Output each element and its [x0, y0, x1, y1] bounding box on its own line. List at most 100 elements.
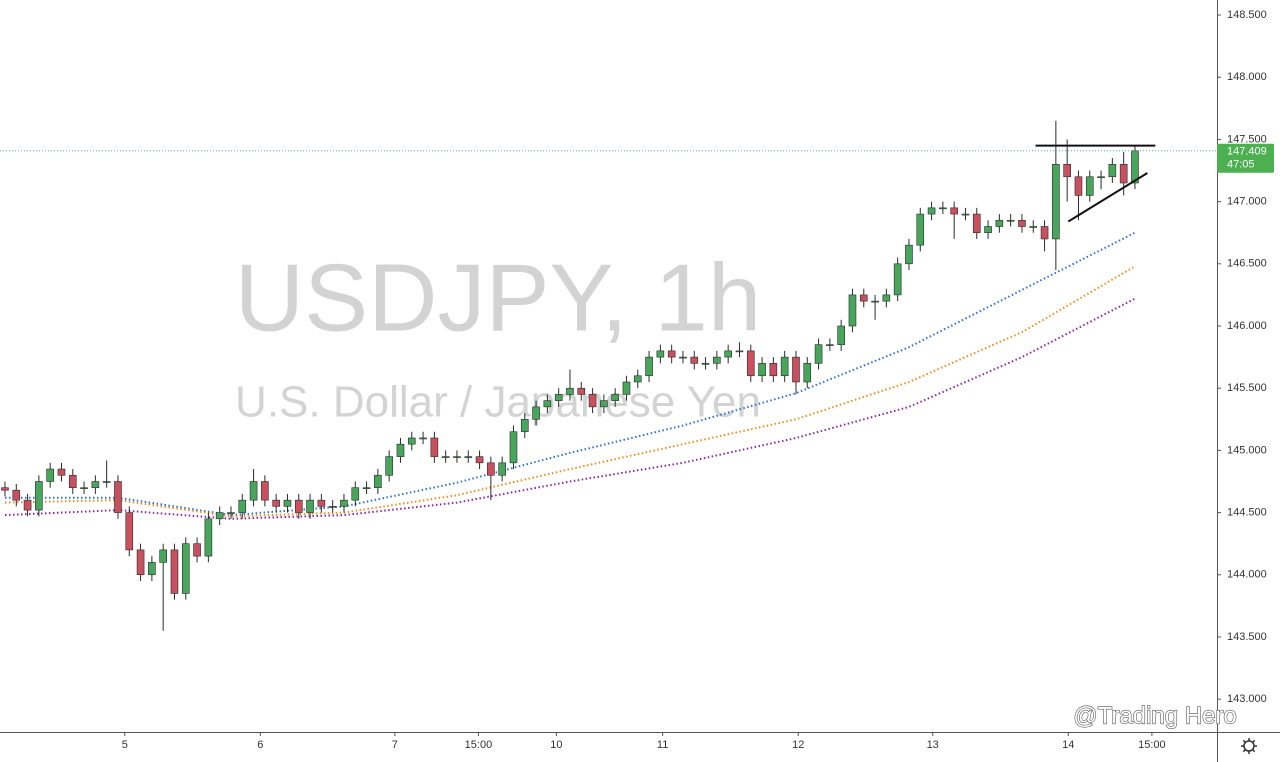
- candle-body: [871, 300, 879, 303]
- x-tick-label: 6: [257, 739, 263, 751]
- axes: 143.000 143.500 144.000 144.500 145.000 145.5…: [122, 9, 1274, 751]
- y-tick-label: 143.000: [1227, 693, 1267, 705]
- candle-body: [227, 512, 235, 514]
- candle-body: [430, 437, 439, 457]
- candle-body: [487, 462, 495, 476]
- candle-body: [374, 474, 382, 489]
- candle-body: [1018, 219, 1026, 227]
- candle-body: [396, 443, 405, 457]
- candle-body: [746, 350, 755, 377]
- candle-body: [633, 375, 642, 383]
- last-price-badge: [1217, 143, 1274, 173]
- moving-average: [4, 297, 1136, 520]
- candle-body: [204, 518, 213, 557]
- candle-body: [464, 456, 473, 458]
- candle-body: [272, 499, 280, 507]
- y-tick-label: 145.500: [1227, 382, 1267, 394]
- x-tick-label: 15:00: [1138, 739, 1166, 751]
- candle-body: [35, 481, 43, 511]
- candle-body: [148, 562, 156, 576]
- candle-body: [159, 549, 167, 563]
- candle-body: [1074, 176, 1083, 196]
- author-watermark: @Trading Hero: [1073, 702, 1237, 729]
- y-tick-label: 144.500: [1227, 506, 1267, 518]
- candle-body: [1052, 164, 1060, 240]
- candle-body: [972, 213, 981, 234]
- x-tick-label: 13: [927, 739, 939, 751]
- candle-body: [1, 487, 9, 491]
- candle-body: [645, 356, 653, 377]
- candle-body: [1040, 226, 1049, 240]
- candle-body: [814, 344, 823, 364]
- candle-body: [1097, 176, 1105, 179]
- x-tick-label: 12: [792, 739, 804, 751]
- candle-body: [803, 363, 812, 383]
- candle-body: [690, 356, 699, 364]
- candle-body: [102, 481, 111, 483]
- candle-body: [554, 394, 563, 401]
- candle-body: [114, 481, 122, 513]
- candle-body: [826, 344, 834, 346]
- candle-body: [656, 350, 665, 358]
- x-tick-label: 5: [122, 739, 128, 751]
- candle-body: [181, 543, 190, 594]
- y-tick-label: 148.500: [1227, 9, 1267, 21]
- candle-body: [1063, 164, 1071, 178]
- candle-body: [995, 219, 1004, 227]
- candle-body: [667, 350, 676, 358]
- candle-body: [792, 356, 800, 383]
- candle-body: [882, 294, 891, 302]
- candle-body: [317, 499, 326, 507]
- candle-body: [12, 489, 21, 501]
- candle-body: [215, 512, 224, 520]
- y-tick-label: 144.000: [1227, 569, 1267, 581]
- plot-area: [0, 120, 1217, 631]
- candle-body: [306, 499, 314, 513]
- candle-body: [724, 350, 732, 358]
- candle-body: [68, 474, 77, 489]
- x-tick-label: 11: [657, 739, 668, 751]
- candle-body: [679, 356, 687, 359]
- candle-body: [701, 363, 710, 365]
- candle-body: [532, 406, 540, 420]
- candle-body: [905, 244, 913, 265]
- moving-average: [5, 231, 1136, 517]
- countdown-label: 47:05: [1227, 159, 1255, 171]
- candle-body: [385, 456, 393, 476]
- candle-body: [170, 549, 179, 594]
- candle-body: [939, 207, 947, 210]
- candle-body: [1085, 176, 1094, 196]
- x-tick-label: 14: [1062, 739, 1074, 751]
- candle-body: [769, 363, 778, 377]
- candle-body: [520, 418, 529, 433]
- candle-body: [340, 499, 348, 507]
- candle-body: [588, 394, 597, 408]
- candle-body: [328, 506, 337, 508]
- candle-body: [362, 487, 371, 490]
- settings-icon[interactable]: [1241, 738, 1257, 754]
- candle-body: [453, 456, 461, 458]
- candle-body: [294, 499, 303, 513]
- candle-body: [837, 325, 845, 345]
- candle-body: [713, 356, 721, 364]
- candle-body: [611, 394, 619, 401]
- candle-body: [622, 381, 631, 395]
- y-tick-label: 148.000: [1227, 71, 1267, 83]
- candle-body: [509, 431, 518, 464]
- y-tick-label: 146.000: [1227, 320, 1267, 332]
- candle-body: [758, 363, 766, 377]
- candle-body: [984, 226, 992, 234]
- x-tick-label: 7: [392, 739, 398, 751]
- last-price-label: 147.409: [1227, 146, 1267, 158]
- candle-body: [80, 487, 88, 490]
- candle-body: [407, 437, 416, 445]
- candle-body: [283, 499, 292, 507]
- candle-body: [893, 263, 902, 296]
- candle-body: [927, 207, 936, 215]
- candle-body: [848, 294, 857, 327]
- candle-body: [419, 437, 427, 440]
- candle-body: [1029, 226, 1038, 228]
- candle-body: [193, 543, 201, 557]
